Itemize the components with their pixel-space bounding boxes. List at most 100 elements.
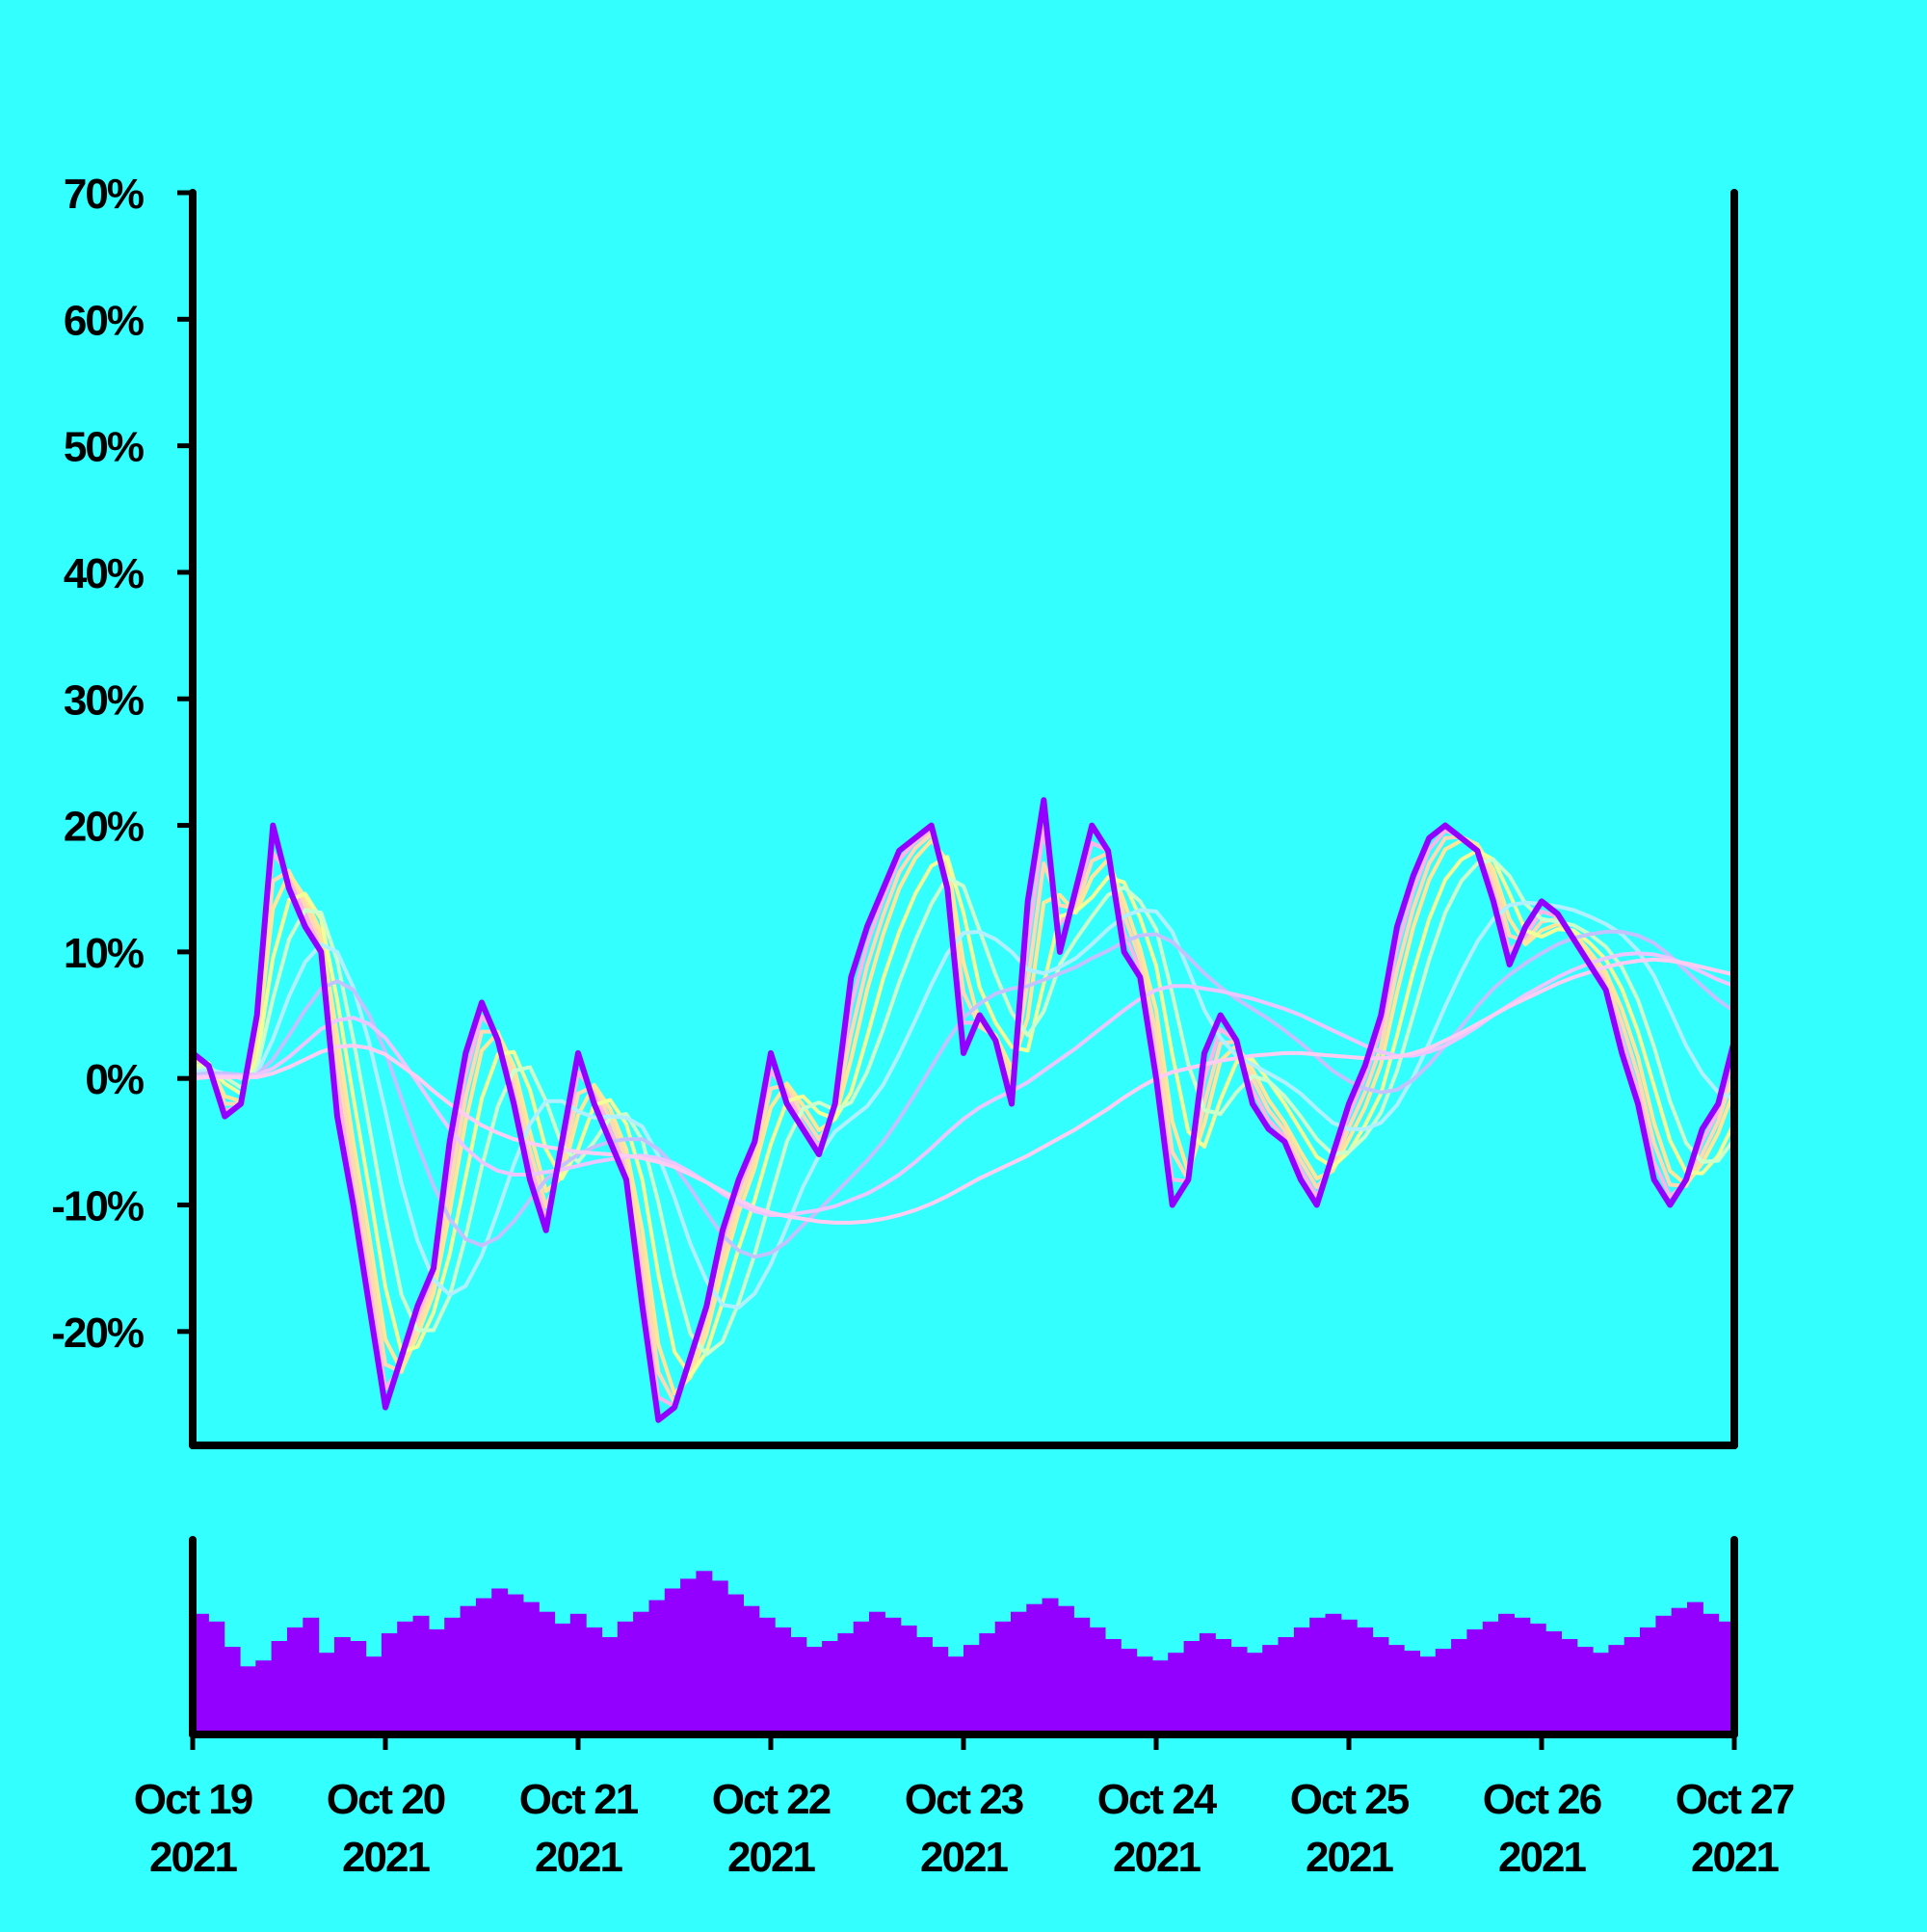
volume-bar: [837, 1633, 855, 1734]
y-tick-label: 30%: [64, 676, 144, 724]
volume-bar: [1058, 1605, 1074, 1734]
volume-bar: [1325, 1613, 1342, 1734]
volume-bar: [805, 1647, 823, 1734]
volume-bar: [932, 1647, 949, 1734]
x-tick-label-date: Oct 21: [519, 1776, 639, 1823]
y-tick-label: 40%: [64, 550, 144, 597]
x-tick-label-year: 2021: [535, 1834, 622, 1881]
volume-bar: [522, 1601, 540, 1734]
x-tick-label-date: Oct 22: [712, 1776, 831, 1823]
x-tick-label-year: 2021: [149, 1834, 237, 1881]
x-tick-label-year: 2021: [1113, 1834, 1201, 1881]
y-tick-label: 60%: [64, 297, 144, 344]
y-tick-label: 70%: [64, 171, 144, 218]
y-tick-label: 10%: [64, 930, 144, 977]
volume-bar: [1498, 1613, 1515, 1734]
x-tick-label-year: 2021: [342, 1834, 430, 1881]
volume-bar: [790, 1637, 807, 1734]
volume-bar: [1309, 1617, 1327, 1734]
volume-bar: [1687, 1601, 1703, 1734]
volume-bar: [1011, 1611, 1027, 1734]
volume-bar: [271, 1641, 288, 1734]
volume-bar: [1387, 1645, 1405, 1734]
volume-bar: [648, 1600, 666, 1734]
volume-bar: [822, 1641, 838, 1734]
volume-bar: [1655, 1615, 1673, 1734]
volume-bar: [1121, 1649, 1138, 1734]
volume-bar: [1623, 1637, 1641, 1734]
price-line-layer: [191, 797, 1737, 1423]
volume-bar: [224, 1647, 241, 1734]
volume-bar: [1545, 1630, 1562, 1734]
y-tick-label: 50%: [64, 424, 144, 471]
volume-bar: [633, 1611, 649, 1734]
volume-bar: [853, 1621, 870, 1734]
volume-bar: [255, 1660, 273, 1734]
volume-bar: [1215, 1639, 1232, 1734]
volume-bar: [994, 1621, 1012, 1734]
moving-average-line-3: [192, 838, 1736, 1396]
volume-bar: [979, 1633, 996, 1734]
volume-bar: [1168, 1653, 1185, 1734]
volume-bar: [475, 1598, 492, 1734]
volume-bar: [1293, 1627, 1310, 1734]
volume-bar: [428, 1628, 445, 1734]
moving-average-line-6: [192, 900, 1735, 1310]
volume-bar: [1703, 1613, 1720, 1734]
volume-bar: [303, 1617, 320, 1734]
volume-bar: [586, 1627, 603, 1734]
volume-bar: [1042, 1598, 1059, 1734]
volume-bar: [350, 1641, 367, 1734]
volume-bar: [900, 1625, 917, 1734]
volume-bar: [333, 1637, 351, 1734]
volume-bar: [1608, 1645, 1625, 1734]
volume-bar: [1357, 1627, 1374, 1734]
moving-average-line-9: [192, 957, 1735, 1225]
x-tick-label-year: 2021: [920, 1834, 1008, 1881]
volume-bar: [1136, 1656, 1153, 1734]
volume-bar: [1561, 1639, 1578, 1734]
volume-bar: [1199, 1633, 1216, 1734]
volume-bar: [1073, 1617, 1091, 1734]
volume-bar: [554, 1623, 571, 1734]
volume-bar: [1104, 1639, 1122, 1734]
volume-bar: [1593, 1653, 1609, 1734]
x-tick-label-date: Oct 25: [1290, 1776, 1410, 1823]
volume-bar: [193, 1613, 209, 1734]
x-tick-label-date: Oct 20: [327, 1776, 445, 1823]
x-tick-label-year: 2021: [1306, 1834, 1393, 1881]
volume-bar: [601, 1637, 619, 1734]
volume-bar: [1372, 1637, 1389, 1734]
volume-bar: [1089, 1627, 1106, 1734]
volume-bar: [1246, 1653, 1263, 1734]
volume-bar: [1262, 1645, 1280, 1734]
volume-bar: [916, 1637, 933, 1734]
x-tick-label-date: Oct 27: [1676, 1776, 1794, 1823]
volume-bar: [460, 1605, 477, 1734]
y-tick-label: -20%: [51, 1310, 144, 1357]
volume-bar: [1435, 1649, 1452, 1734]
volume-bar: [869, 1611, 885, 1734]
volume-bar: [491, 1588, 509, 1734]
volume-bar: [664, 1588, 681, 1734]
volume-bar: [1404, 1651, 1420, 1734]
x-tick-label-date: Oct 23: [905, 1776, 1023, 1823]
volume-bar: [680, 1578, 697, 1734]
y-tick-label: 0%: [85, 1056, 143, 1103]
volume-bar: [240, 1666, 256, 1734]
volume-bar: [287, 1627, 304, 1734]
volume-bar: [1514, 1617, 1531, 1734]
volume-bar: [1026, 1603, 1043, 1734]
volume-bar: [964, 1645, 980, 1734]
volume-bar: [1640, 1627, 1656, 1734]
volume-bar: [1183, 1641, 1201, 1734]
x-tick-label-year: 2021: [1498, 1834, 1586, 1881]
volume-bar: [775, 1627, 791, 1734]
volume-bar: [1671, 1607, 1688, 1734]
volume-bar: [1529, 1623, 1546, 1734]
volume-bar: [365, 1656, 383, 1734]
volume-bar: [947, 1656, 964, 1734]
volume-bar: [444, 1617, 462, 1734]
volume-bar: [884, 1617, 902, 1734]
